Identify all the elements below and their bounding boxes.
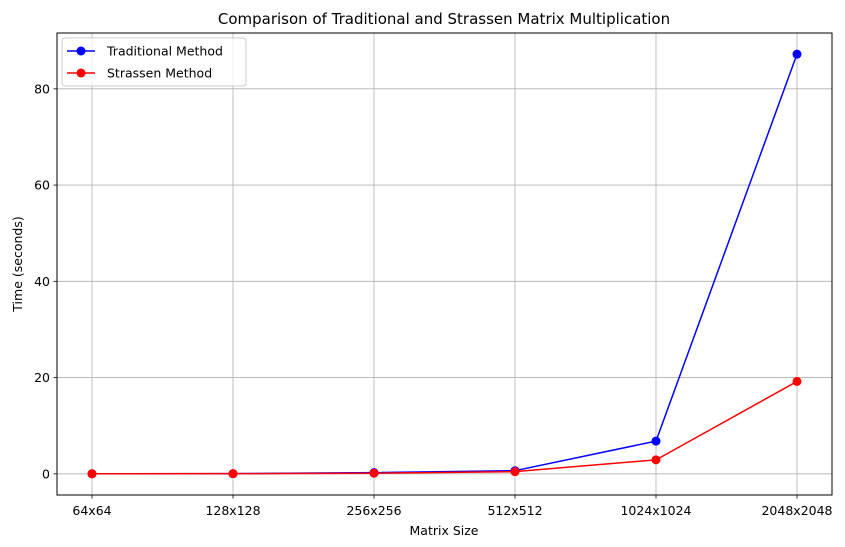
x-tick-label: 1024x1024 (620, 503, 691, 518)
plot-area-frame (56, 32, 833, 496)
traditional-method-point (651, 436, 661, 446)
y-tick-label: 20 (34, 370, 50, 385)
y-axis-label: Time (seconds) (10, 216, 25, 312)
strassen-method-line (91, 380, 798, 475)
legend-strassen-method-label: Strassen Method (107, 66, 212, 81)
x-axis-label: Matrix Size (410, 523, 479, 538)
strassen-method-point (792, 376, 802, 386)
traditional-method-point (792, 49, 802, 59)
y-tick-label: 80 (34, 81, 50, 96)
x-tick-label: 64x64 (72, 503, 111, 518)
strassen-method-point (369, 468, 379, 478)
x-tick-label: 512x512 (487, 503, 542, 518)
strassen-method-point (87, 469, 97, 479)
x-tick-label: 2048x2048 (761, 503, 832, 518)
y-axis-ticks: 0 20 40 60 80 (34, 81, 57, 481)
gridlines (57, 33, 832, 495)
x-tick-label: 128x128 (205, 503, 260, 518)
legend-frame (61, 37, 247, 87)
data-series (87, 49, 802, 479)
strassen-method-point (651, 455, 661, 465)
y-tick-label: 60 (34, 178, 50, 193)
legend-strassen-method-marker (76, 68, 86, 78)
strassen-method-point (510, 467, 520, 477)
strassen-method-point (228, 469, 238, 479)
x-tick-label: 256x256 (346, 503, 401, 518)
legend: Traditional Method Strassen Method (61, 37, 247, 87)
y-tick-label: 0 (42, 466, 50, 481)
traditional-method-line (91, 53, 798, 475)
legend-traditional-method-label: Traditional Method (106, 44, 223, 59)
x-axis-ticks: 64x64 128x128 256x256 512x512 1024x1024 2048x… (72, 495, 833, 518)
legend-traditional-method-marker (76, 46, 86, 56)
chart-title: Comparison of Traditional and Strassen M… (218, 10, 670, 28)
y-tick-label: 40 (34, 274, 50, 289)
